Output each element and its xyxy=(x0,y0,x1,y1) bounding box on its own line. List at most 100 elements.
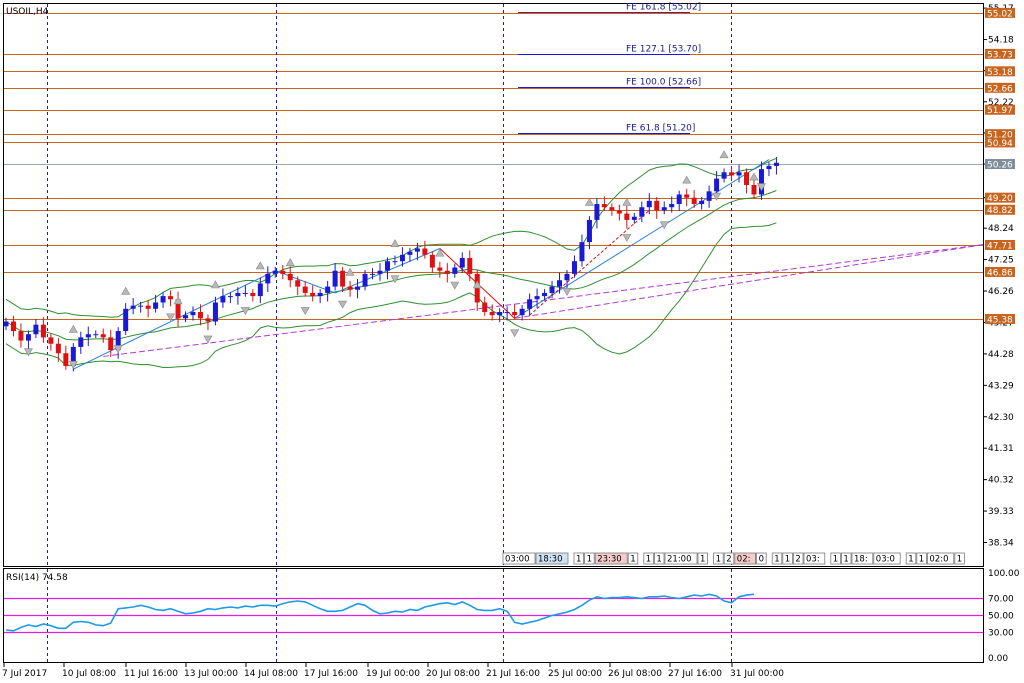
session-label-box xyxy=(594,552,628,565)
fe-level-label: FE 100.0 [52.66] xyxy=(626,78,701,88)
candle-body xyxy=(766,165,772,170)
candle-body xyxy=(197,311,203,319)
price-label: 42.30 xyxy=(988,413,1014,423)
candle-body xyxy=(123,308,129,332)
level-price-text: 52.66 xyxy=(987,84,1013,94)
fractal-down-arrow xyxy=(338,300,348,309)
level-price-box xyxy=(985,7,1015,18)
time-label: 26 Jul 08:00 xyxy=(608,669,662,679)
candle-body xyxy=(758,169,764,195)
level-price-text: 55.02 xyxy=(987,9,1013,19)
level-price-box xyxy=(985,129,1015,140)
session-label-text: 0 xyxy=(759,555,764,565)
session-label-text: 1 xyxy=(646,555,651,565)
level-price-box xyxy=(985,204,1015,215)
session-label-text: 1 xyxy=(656,555,661,565)
candle-body xyxy=(242,292,248,294)
candle-body xyxy=(527,299,533,309)
fractal-up-arrow xyxy=(749,172,759,181)
candle-body xyxy=(257,283,263,297)
price-label: 44.28 xyxy=(988,350,1014,360)
fractal-down-arrow xyxy=(23,348,33,357)
candle-body xyxy=(557,280,563,287)
candle-body xyxy=(744,172,750,185)
session-label-box xyxy=(584,552,595,565)
session-label-text: 1 xyxy=(774,555,779,565)
fractal-up-arrow xyxy=(255,261,265,270)
current-price-box xyxy=(985,159,1015,170)
level-price-box xyxy=(985,313,1015,324)
session-label-box xyxy=(734,552,756,565)
level-price-text: 46.86 xyxy=(987,268,1013,278)
session-label-box xyxy=(793,552,804,565)
time-label: 20 Jul 08:00 xyxy=(426,669,480,679)
price-label: 38.34 xyxy=(988,539,1014,549)
fractal-arrows xyxy=(23,150,766,369)
candle-body xyxy=(280,270,286,274)
bollinger-lower xyxy=(5,222,777,369)
candle-body xyxy=(25,334,31,341)
fractal-up-arrow xyxy=(719,150,729,159)
candle-body xyxy=(751,184,757,195)
candle-body xyxy=(40,324,46,338)
candle-body xyxy=(669,204,675,208)
time-label: 10 Jul 08:00 xyxy=(62,669,116,679)
period-separators xyxy=(47,4,732,662)
candle-body xyxy=(250,292,256,297)
session-label-text: 1 xyxy=(576,555,581,565)
candle-body xyxy=(706,191,712,201)
candle-body xyxy=(407,251,413,255)
session-label-box xyxy=(873,552,901,565)
session-label-text: 18:30 xyxy=(538,555,563,565)
candle-body xyxy=(699,200,705,205)
rsi-indicator: 100.00 70.00 50.00 30.00 0.00 xyxy=(4,569,1020,664)
fractal-down-arrow xyxy=(510,329,520,338)
horizontal-levels xyxy=(4,13,983,320)
candle-body xyxy=(564,273,570,281)
candle-body xyxy=(340,270,346,287)
candle-body xyxy=(422,248,428,255)
zigzag-line xyxy=(529,210,650,316)
fractal-down-arrow xyxy=(622,234,632,242)
candle-body xyxy=(33,324,39,335)
level-price-text: 53.73 xyxy=(987,50,1013,60)
session-label-text: 1 xyxy=(630,555,635,565)
level-price-text: 53.18 xyxy=(987,68,1013,78)
time-label: 17 Jul 16:00 xyxy=(304,669,358,679)
session-label-text: 2 xyxy=(795,555,800,565)
current-price-text: 50.26 xyxy=(987,161,1013,171)
session-label-box xyxy=(916,552,927,565)
session-label-box xyxy=(927,552,955,565)
candle-body xyxy=(227,296,233,298)
level-price-text: 49.20 xyxy=(987,194,1013,204)
candle-body xyxy=(302,286,308,293)
fe-level-label: FE 161.8 [55.02] xyxy=(626,3,701,13)
candle-body xyxy=(138,305,144,307)
candle-body xyxy=(205,318,211,322)
candle-body xyxy=(3,321,9,327)
candle-body xyxy=(459,258,465,268)
price-label: 39.33 xyxy=(988,507,1014,517)
session-label-text: 23:30 xyxy=(597,555,622,565)
candle-body xyxy=(85,334,91,338)
candle-body xyxy=(519,308,525,316)
session-label-text: 02:0 xyxy=(929,555,948,565)
candle-body xyxy=(347,286,353,290)
bollinger-middle xyxy=(5,190,777,341)
session-label-text: 02: xyxy=(737,555,751,565)
level-price-box xyxy=(985,239,1015,250)
candle-body xyxy=(272,270,278,274)
fractal-up-arrow xyxy=(435,248,445,257)
level-price-text: 51.20 xyxy=(987,131,1013,141)
session-label-text: 21:00 xyxy=(667,555,692,565)
session-label-box xyxy=(697,552,709,565)
time-label: 27 Jul 16:00 xyxy=(668,669,722,679)
candle-body xyxy=(130,305,136,309)
fractal-down-arrow xyxy=(450,281,460,290)
candle-body xyxy=(153,302,159,309)
fractal-up-arrow xyxy=(682,175,692,184)
fractal-down-arrow xyxy=(166,313,176,322)
candle-body xyxy=(317,292,323,297)
session-label-box xyxy=(654,552,665,565)
